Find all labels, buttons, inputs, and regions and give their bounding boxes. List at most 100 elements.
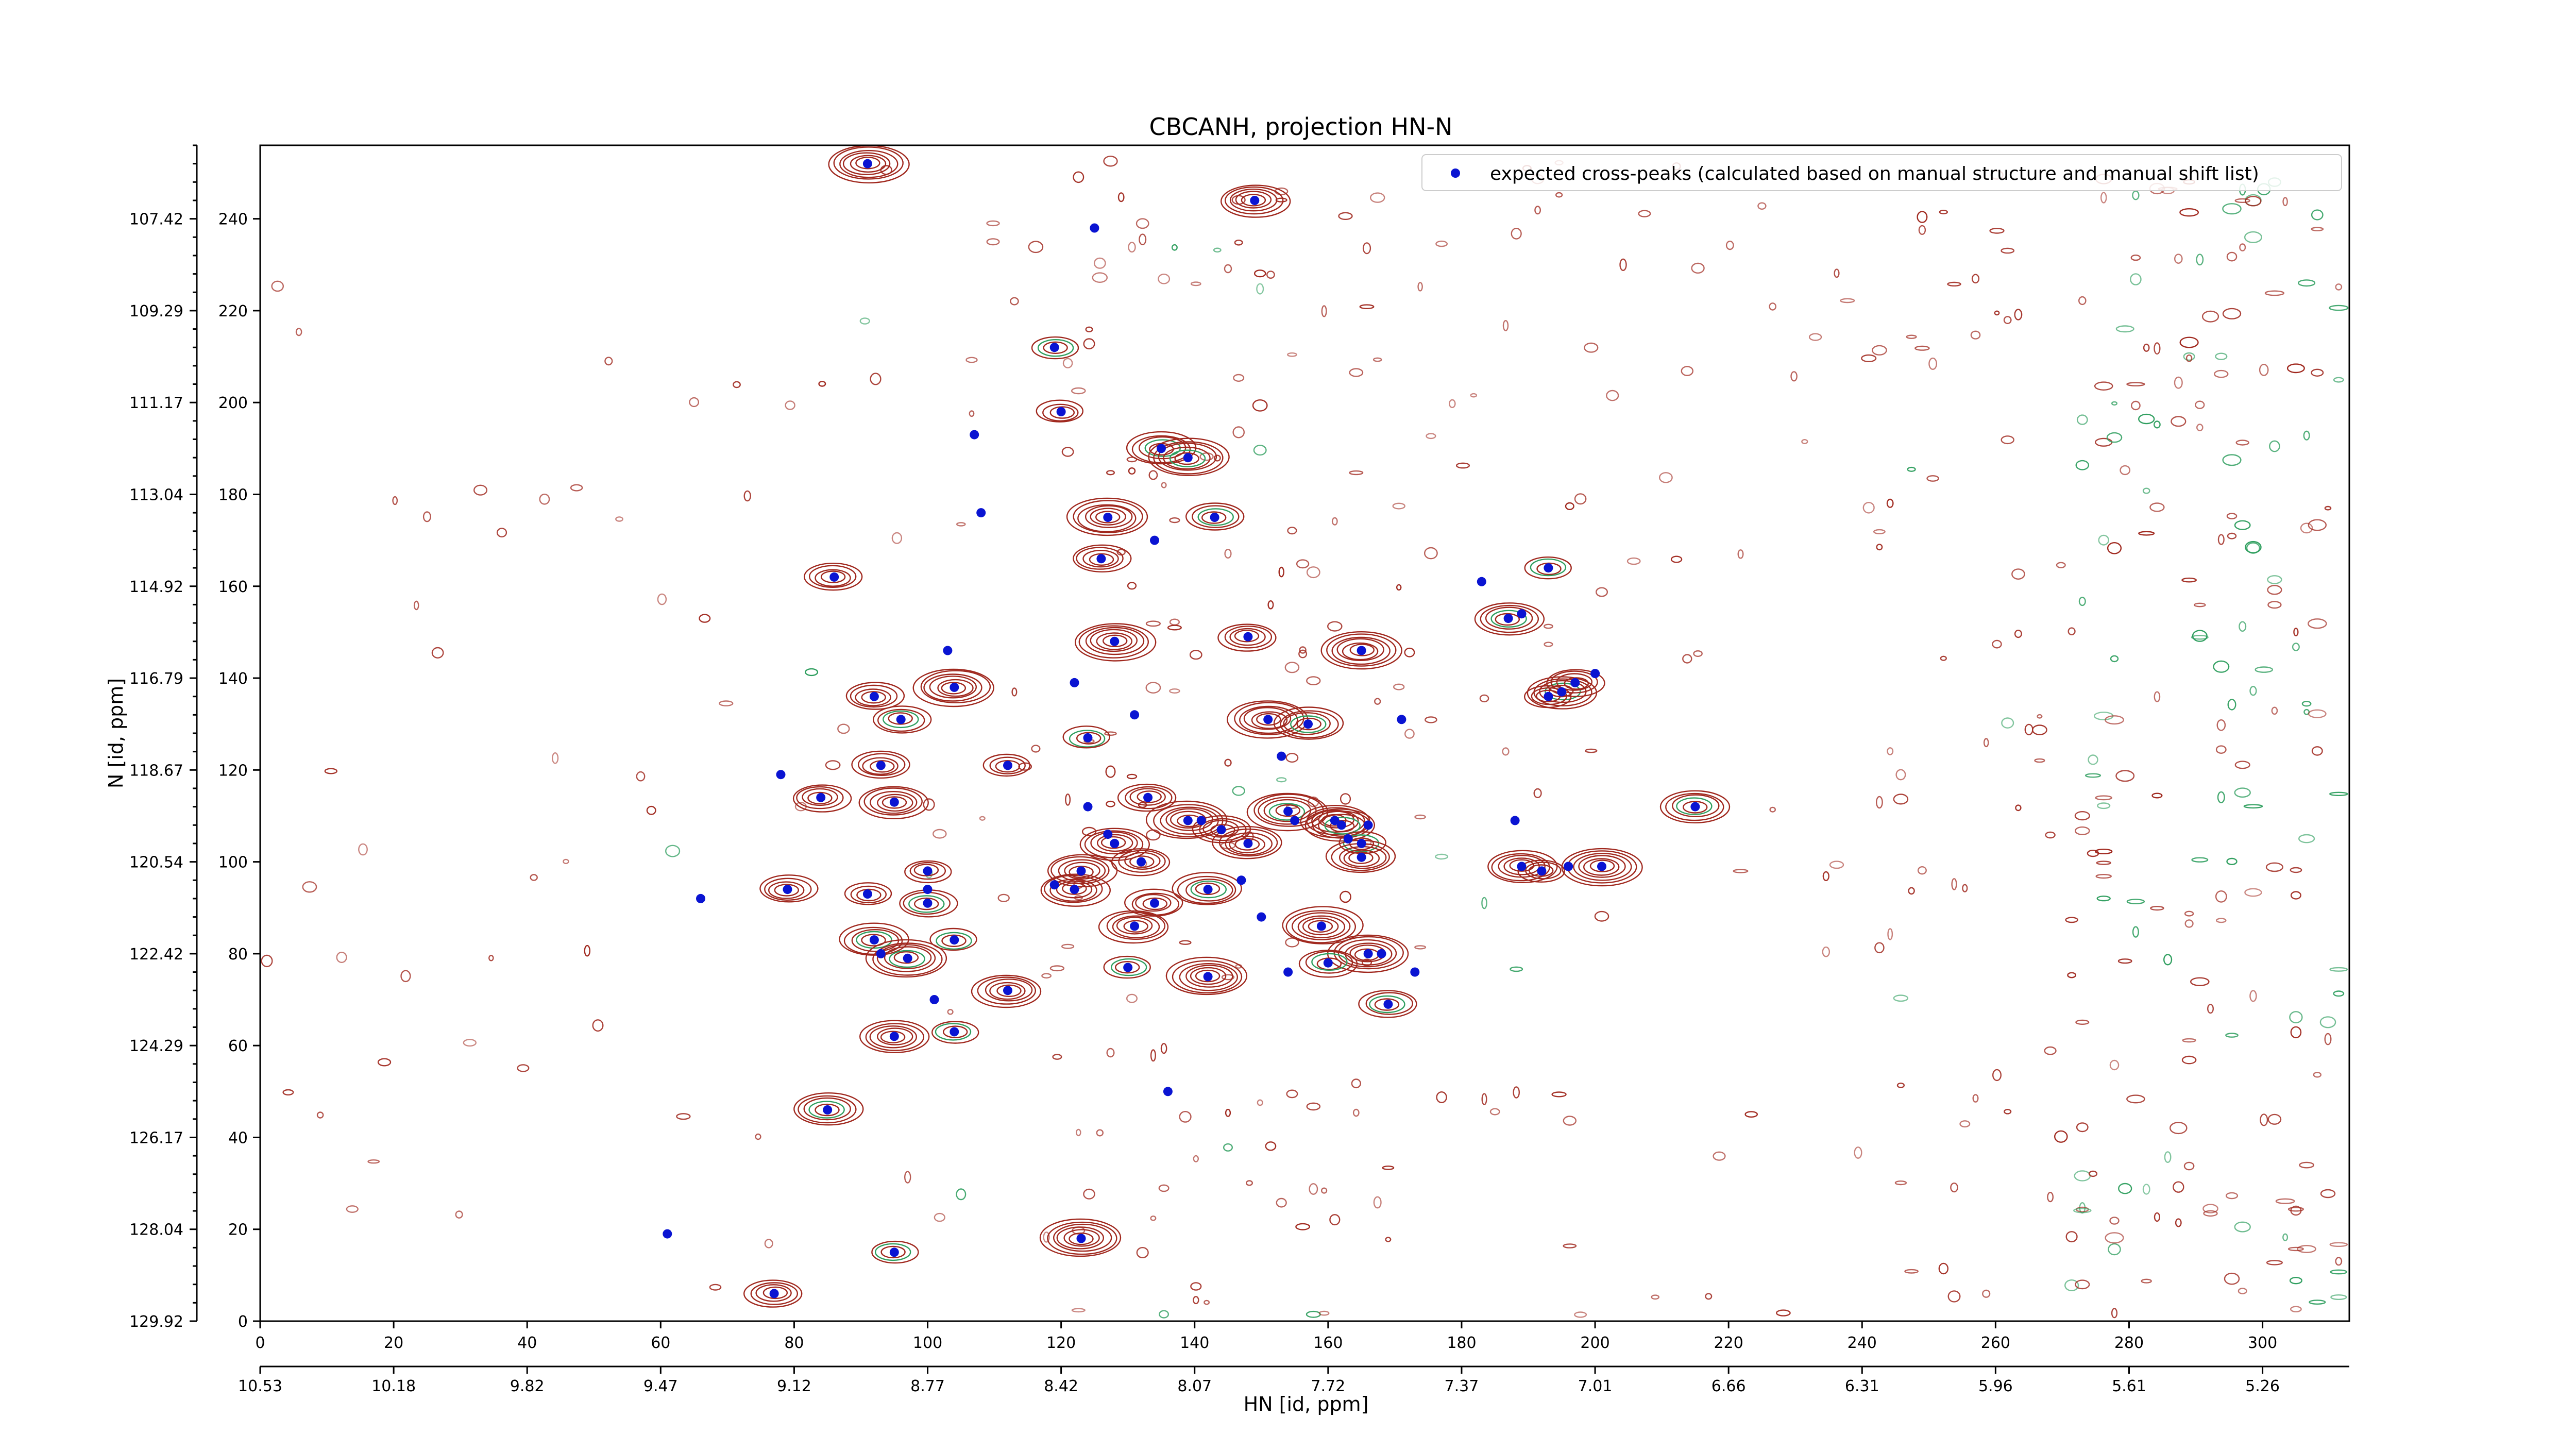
x-tick-label: 240 xyxy=(1848,1334,1877,1352)
peak-contour xyxy=(851,750,910,779)
noise-contour xyxy=(1158,274,1171,284)
noise-contour xyxy=(1286,1089,1298,1099)
noise-contour xyxy=(2100,192,2107,204)
noise-contour xyxy=(2067,627,2076,635)
noise-contour xyxy=(2031,724,2047,735)
peak-contour xyxy=(1517,859,1565,883)
noise-contour xyxy=(539,494,550,505)
noise-contour xyxy=(2095,795,2112,801)
noise-contour xyxy=(1224,264,1232,274)
noise-contour xyxy=(1284,662,1300,673)
noise-contour xyxy=(1253,445,1267,456)
noise-contour xyxy=(2290,867,2302,873)
x-axis: 0 20 40 60 80 100 120 140 160 180 200 220 240 260 280 3… xyxy=(255,1321,2277,1352)
cross-peak-marker xyxy=(1410,967,1420,977)
x-secondary-tick-label: 7.37 xyxy=(1445,1377,1479,1395)
x-secondary-tick-label: 10.53 xyxy=(238,1377,282,1395)
noise-contour xyxy=(1887,747,1894,755)
noise-contour xyxy=(1481,897,1487,909)
noise-contour xyxy=(2267,1113,2282,1125)
cross-peak-marker xyxy=(1570,678,1580,687)
noise-contour xyxy=(2173,1181,2184,1193)
noise-contour xyxy=(2215,745,2227,754)
noise-contour xyxy=(1808,333,1822,341)
legend-label: expected cross-peaks (calculated based o… xyxy=(1490,163,2259,184)
noise-contour xyxy=(496,528,507,538)
noise-contour xyxy=(805,668,819,677)
noise-contour xyxy=(1362,242,1371,255)
noise-contour xyxy=(1854,1146,1862,1159)
noise-contour xyxy=(2150,905,2164,911)
noise-contour xyxy=(2289,1011,2303,1024)
noise-contour xyxy=(2097,802,2111,809)
legend-marker xyxy=(1451,168,1460,178)
cross-peak-marker xyxy=(1330,816,1340,825)
plot-frame xyxy=(259,144,2350,1322)
noise-contour xyxy=(2115,325,2134,333)
noise-contour xyxy=(1392,502,1405,510)
noise-contour xyxy=(1253,269,1266,278)
noise-contour xyxy=(2075,460,2090,470)
noise-contour xyxy=(367,1159,380,1164)
cross-peak-marker xyxy=(1564,862,1573,871)
noise-contour xyxy=(2076,1122,2089,1133)
noise-contour xyxy=(2163,954,2173,966)
noise-contour xyxy=(2267,601,2282,609)
noise-contour xyxy=(1276,777,1287,783)
noise-contour xyxy=(755,1133,761,1140)
peak-contour xyxy=(1148,437,1230,476)
cross-peak-marker xyxy=(1363,820,1373,830)
noise-contour xyxy=(1256,283,1264,295)
noise-contour xyxy=(2105,715,2124,725)
x-tick-label: 140 xyxy=(1180,1334,1209,1352)
noise-contour xyxy=(2078,296,2087,306)
noise-contour xyxy=(1382,1165,1395,1170)
noise-contour xyxy=(2207,1003,2214,1014)
noise-contour xyxy=(2132,926,2139,938)
noise-contour xyxy=(1159,1310,1170,1319)
noise-contour xyxy=(2234,761,2250,769)
cross-peak-marker xyxy=(829,572,839,582)
noise-contour xyxy=(1265,1141,1277,1151)
noise-contour xyxy=(2311,227,2324,231)
x-secondary-tick-label: 7.72 xyxy=(1311,1377,1345,1395)
cross-peak-marker xyxy=(1336,820,1346,830)
noise-contour xyxy=(2215,918,2227,923)
noise-contour xyxy=(2126,1094,2145,1104)
noise-contour xyxy=(1574,493,1587,505)
noise-contour xyxy=(2202,1204,2218,1213)
noise-contour xyxy=(2226,857,2238,866)
peak-contour xyxy=(743,1279,803,1308)
cross-peak-marker xyxy=(970,430,979,440)
cross-peak-marker xyxy=(1216,825,1226,835)
cross-peak-marker xyxy=(1343,834,1353,843)
noise-contour xyxy=(1276,1197,1287,1208)
noise-contour xyxy=(2096,861,2111,865)
noise-contour xyxy=(1160,1043,1167,1054)
y-secondary-tick-label: 111.17 xyxy=(129,394,183,412)
noise-contour xyxy=(1349,368,1364,377)
peak-contour xyxy=(1659,790,1731,824)
cross-peak-marker xyxy=(1517,609,1527,619)
noise-contour xyxy=(1894,1180,1907,1186)
noise-contour xyxy=(2064,1279,2079,1291)
noise-contour xyxy=(1049,965,1065,972)
noise-contour xyxy=(2164,1151,2172,1163)
noise-contour xyxy=(2234,787,2251,798)
noise-contour xyxy=(2266,1260,2283,1266)
noise-contour xyxy=(1373,1196,1382,1209)
noise-contour xyxy=(2292,643,2300,651)
noise-contour xyxy=(1011,687,1018,697)
noise-contour xyxy=(1158,1184,1170,1192)
noise-contour xyxy=(530,874,538,881)
noise-contour xyxy=(2293,628,2299,636)
noise-contour xyxy=(934,1212,945,1222)
noise-contour xyxy=(2290,1026,2302,1039)
noise-contour xyxy=(2153,420,2161,429)
noise-contour xyxy=(1061,447,1074,457)
noise-contour xyxy=(1329,1214,1341,1226)
noise-contour xyxy=(1887,928,1893,940)
noise-contour xyxy=(1489,1108,1500,1116)
y-tick-label: 160 xyxy=(218,578,248,596)
noise-contour xyxy=(2259,364,2269,376)
